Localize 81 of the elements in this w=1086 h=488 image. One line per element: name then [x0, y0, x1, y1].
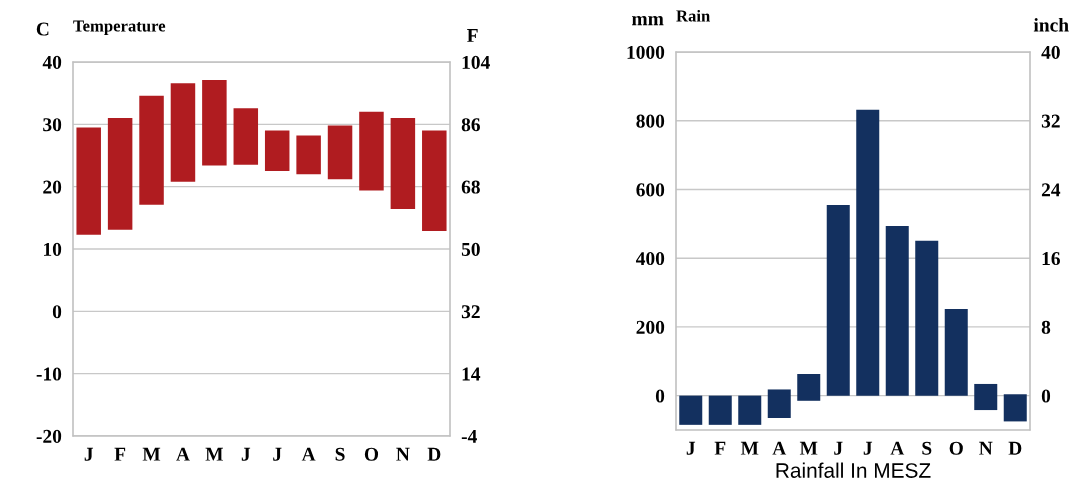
bar — [390, 118, 416, 210]
x-tick-label: J — [241, 447, 251, 461]
y-tick-label: 20 — [43, 180, 62, 194]
x-tick-label: N — [396, 447, 410, 461]
y-tick-label: 0 — [52, 305, 62, 319]
x-tick-label: D — [1008, 441, 1022, 455]
y-tick-label: 0 — [655, 389, 665, 403]
bar — [767, 389, 791, 418]
x-tick-label: F — [114, 447, 126, 461]
bar — [76, 127, 101, 235]
y2-tick-label: 8 — [1041, 320, 1051, 334]
bar — [422, 130, 447, 231]
bar — [170, 83, 196, 182]
bar — [885, 225, 909, 396]
bar — [826, 204, 850, 396]
bar — [797, 373, 821, 401]
x-tick-label: D — [427, 447, 441, 461]
bar — [359, 111, 384, 191]
y2-tick-label: 50 — [461, 242, 480, 256]
bar — [264, 130, 290, 172]
y2-tick-label: 0 — [1041, 389, 1051, 403]
bar — [233, 108, 259, 165]
x-tick-label: M — [142, 447, 161, 461]
y-tick-label: -20 — [36, 429, 62, 443]
y2-tick-label: 68 — [461, 180, 480, 194]
bar — [202, 80, 227, 166]
bar — [915, 240, 939, 396]
bar — [708, 395, 732, 425]
y-axis-title: mm — [632, 16, 664, 26]
chart-title: Temperature — [73, 20, 166, 35]
chart-title: Rain — [676, 9, 711, 22]
x-tick-label: F — [714, 441, 726, 455]
y-tick-label: -10 — [36, 367, 62, 381]
bar — [139, 95, 164, 205]
y-tick-label: 40 — [42, 55, 62, 69]
y2-tick-label: 40 — [1041, 45, 1060, 59]
bar — [944, 309, 968, 396]
x-tick-label: O — [949, 441, 963, 455]
y-tick-label: 200 — [636, 320, 665, 334]
y-tick-label: 400 — [635, 252, 665, 266]
y-tick-label: 10 — [44, 242, 62, 256]
x-tick-label: J — [84, 447, 94, 461]
bar — [974, 383, 998, 411]
y2-tick-label: 32 — [1041, 114, 1060, 128]
x-tick-label: M — [799, 441, 818, 455]
y2-tick-label: 14 — [462, 367, 481, 381]
x-tick-label: A — [890, 441, 905, 455]
y2-tick-label: 16 — [1042, 252, 1060, 266]
y2-tick-label: 24 — [1041, 183, 1061, 197]
x-tick-label: J — [834, 441, 843, 455]
y2-tick-label: 86 — [461, 118, 480, 132]
bar — [1003, 394, 1027, 422]
x-tick-label: S — [922, 441, 932, 455]
x-tick-label: J — [863, 441, 873, 455]
x-tick-label: A — [772, 441, 787, 455]
x-tick-label: S — [335, 447, 345, 461]
bar — [738, 395, 762, 425]
y2-tick-label: 104 — [462, 55, 490, 69]
bar — [856, 109, 880, 396]
bar — [296, 135, 321, 175]
bar — [679, 395, 703, 425]
x-tick-label: M — [205, 447, 223, 461]
x-tick-label: A — [301, 447, 316, 461]
x-tick-label: A — [176, 447, 190, 461]
x-tick-label: O — [364, 447, 379, 461]
x-tick-label: N — [979, 441, 993, 455]
y2-tick-label: 32 — [461, 305, 480, 319]
y2-axis-title: F — [467, 29, 478, 42]
y-tick-label: 600 — [636, 183, 665, 197]
text: Rainfall In MESZ — [776, 462, 931, 478]
y-axis-title: C — [36, 22, 49, 36]
y-tick-label: 1000 — [627, 45, 665, 59]
bar — [107, 118, 133, 230]
bar — [327, 125, 353, 180]
x-tick-label: M — [740, 441, 759, 455]
y-tick-label: 30 — [43, 118, 62, 132]
x-tick-label: J — [273, 447, 282, 461]
y2-axis-title: inch — [1033, 17, 1069, 32]
y2-tick-label: -4 — [461, 429, 477, 443]
y-tick-label: 800 — [636, 114, 665, 128]
x-tick-label: J — [686, 441, 696, 455]
